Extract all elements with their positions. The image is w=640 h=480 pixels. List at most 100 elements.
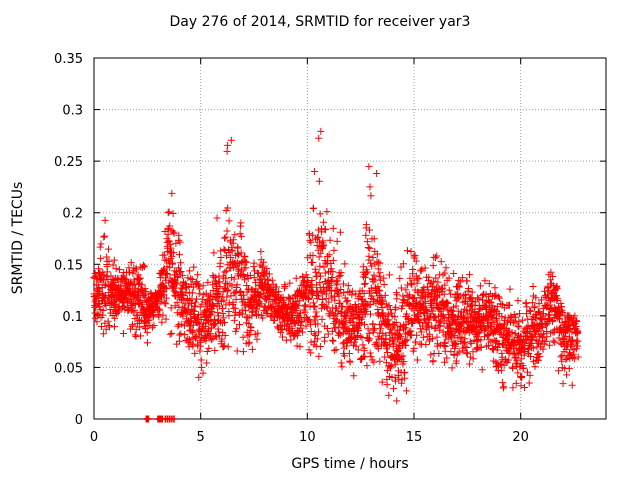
data-point [539, 310, 547, 318]
data-point [199, 369, 207, 377]
data-point [384, 341, 392, 349]
data-point [387, 362, 395, 370]
data-point [163, 270, 171, 278]
data-point [220, 234, 228, 242]
data-point [224, 141, 232, 149]
data-point [278, 326, 286, 334]
data-point [487, 322, 495, 330]
data-point [427, 351, 435, 359]
data-point [333, 277, 341, 285]
data-point [455, 283, 463, 291]
data-point [370, 358, 378, 366]
data-point [461, 343, 469, 351]
data-point [175, 264, 183, 272]
data-point [315, 269, 323, 277]
data-point [450, 269, 458, 277]
data-point [160, 251, 168, 259]
data-point [476, 282, 484, 290]
data-point [116, 266, 124, 274]
data-point [354, 346, 362, 354]
data-point [263, 265, 271, 273]
data-point [228, 247, 236, 255]
data-point [145, 316, 153, 324]
data-point [532, 314, 540, 322]
data-point [328, 336, 336, 344]
data-point [437, 258, 445, 266]
data-point [136, 332, 144, 340]
data-point [196, 303, 204, 311]
data-point [463, 344, 471, 352]
data-point [102, 302, 110, 310]
data-point [395, 354, 403, 362]
data-point [315, 328, 323, 336]
data-point [403, 336, 411, 344]
data-point [246, 271, 254, 279]
data-point [321, 225, 329, 233]
data-point [532, 330, 540, 338]
y-tick-label: 0.35 [54, 52, 83, 67]
data-point [95, 284, 103, 292]
data-point [466, 338, 474, 346]
data-point [339, 303, 347, 311]
data-point [91, 314, 99, 322]
data-point [491, 306, 499, 314]
data-point [215, 278, 223, 286]
data-point [364, 325, 372, 333]
data-point [536, 353, 544, 361]
data-point [138, 281, 146, 289]
data-point [243, 258, 251, 266]
data-point [509, 384, 517, 392]
data-point [237, 219, 245, 227]
data-point [399, 260, 407, 268]
data-point [337, 309, 345, 317]
data-point [190, 263, 198, 271]
data-point [230, 263, 238, 271]
data-point [177, 330, 185, 338]
data-point [374, 265, 382, 273]
data-point [401, 324, 409, 332]
data-point [223, 293, 231, 301]
data-point [262, 269, 270, 277]
data-point [366, 310, 374, 318]
data-point [117, 281, 125, 289]
data-point [211, 347, 219, 355]
data-point [508, 329, 516, 337]
data-point [275, 288, 283, 296]
data-point [428, 335, 436, 343]
data-point [225, 299, 233, 307]
data-point [197, 338, 205, 346]
data-point [543, 319, 551, 327]
data-point [241, 300, 249, 308]
data-point [239, 333, 247, 341]
data-point [425, 314, 433, 322]
data-point [235, 267, 243, 275]
data-point [175, 251, 183, 259]
data-point [97, 323, 105, 331]
data-point [327, 265, 335, 273]
data-point [376, 287, 384, 295]
data-point [179, 312, 187, 320]
data-point [216, 283, 224, 291]
data-point [307, 338, 315, 346]
data-point [365, 337, 373, 345]
data-point [506, 333, 514, 341]
data-point [381, 291, 389, 299]
data-point [396, 274, 404, 282]
data-point [216, 259, 224, 267]
data-point [369, 278, 377, 286]
data-point [526, 371, 534, 379]
data-point [445, 286, 453, 294]
data-point [531, 303, 539, 311]
data-point [224, 204, 232, 212]
data-point [195, 373, 203, 381]
data-point [440, 339, 448, 347]
data-point [502, 335, 510, 343]
data-point [553, 296, 561, 304]
data-point [542, 337, 550, 345]
data-point [565, 333, 573, 341]
data-point [223, 227, 231, 235]
data-point [401, 368, 409, 376]
data-point [256, 293, 264, 301]
data-point [547, 268, 555, 276]
data-point [237, 249, 245, 257]
